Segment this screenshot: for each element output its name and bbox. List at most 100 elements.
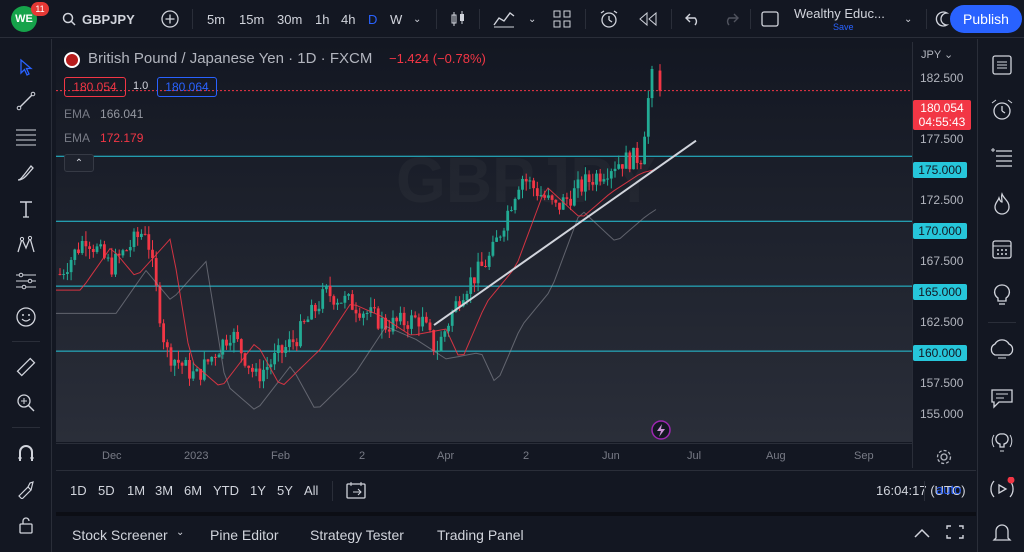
candle-body bbox=[524, 178, 528, 182]
chevron-up-icon[interactable] bbox=[914, 525, 930, 541]
range-1y[interactable]: 1Y bbox=[250, 483, 266, 498]
currency-selector[interactable]: JPY ⌄ bbox=[921, 48, 953, 61]
range-all[interactable]: All bbox=[304, 483, 319, 498]
buy-button[interactable]: 180.064 bbox=[157, 77, 217, 97]
alert-button[interactable] bbox=[599, 0, 619, 38]
ema-legend-slow[interactable]: EMA 166.041 bbox=[64, 107, 143, 121]
divider bbox=[12, 341, 40, 342]
magnet-tool[interactable] bbox=[12, 439, 40, 467]
stay-in-drawing-tool[interactable] bbox=[12, 475, 40, 503]
tab-trading-panel[interactable]: Trading Panel bbox=[437, 527, 524, 543]
chevron-down-icon[interactable]: ⌄ bbox=[176, 527, 185, 538]
calendar-button[interactable] bbox=[988, 235, 1016, 263]
cursor-tool[interactable] bbox=[12, 53, 40, 81]
timezone-clock[interactable]: 16:04:17 (UTC) bbox=[876, 483, 966, 498]
layout-dropdown[interactable]: ⌄ bbox=[904, 0, 912, 38]
range-5y[interactable]: 5Y bbox=[277, 483, 293, 498]
chats-icon bbox=[990, 339, 1014, 359]
layout-name[interactable]: Wealthy Educ... bbox=[794, 6, 885, 21]
date-range-icon[interactable] bbox=[346, 481, 366, 499]
candle-body bbox=[447, 325, 450, 332]
level-tag[interactable]: 175.000 bbox=[913, 162, 967, 178]
replay-button[interactable] bbox=[638, 0, 658, 38]
layout-save-status[interactable]: Save bbox=[833, 22, 854, 32]
measure-tool[interactable] bbox=[12, 353, 40, 381]
candle-body bbox=[569, 198, 572, 206]
pattern-tool[interactable] bbox=[12, 231, 40, 259]
publish-button[interactable]: Publish bbox=[950, 5, 1022, 33]
broadcast-button[interactable] bbox=[988, 475, 1016, 503]
ideas-button[interactable] bbox=[988, 281, 1016, 309]
data-window-button[interactable] bbox=[988, 143, 1016, 171]
prediction-tool[interactable] bbox=[12, 267, 40, 295]
notifications-button[interactable] bbox=[988, 519, 1016, 547]
watchlist-button[interactable] bbox=[988, 51, 1016, 79]
alerts-button[interactable] bbox=[988, 96, 1016, 124]
maximize-panel-icon[interactable] bbox=[946, 524, 964, 543]
range-1m[interactable]: 1M bbox=[127, 483, 146, 498]
text-tool[interactable] bbox=[12, 195, 40, 223]
candle-body bbox=[143, 233, 147, 235]
tab-stock-screener[interactable]: Stock Screener bbox=[72, 527, 168, 543]
interval-dropdown[interactable]: ⌄ bbox=[413, 0, 421, 38]
candle-body bbox=[117, 253, 121, 256]
candle-body bbox=[69, 259, 73, 273]
lock-all-drawings[interactable] bbox=[12, 511, 40, 539]
range-6m[interactable]: 6M bbox=[184, 483, 203, 498]
interval-d[interactable]: D bbox=[368, 11, 378, 27]
zoom-tool[interactable] bbox=[12, 389, 40, 417]
level-tag[interactable]: 165.000 bbox=[913, 284, 967, 300]
interval-5m[interactable]: 5m bbox=[207, 11, 226, 27]
fib-tool[interactable] bbox=[12, 123, 40, 151]
candle-body bbox=[465, 293, 469, 301]
layout-button[interactable] bbox=[553, 0, 571, 38]
sell-button[interactable]: 180.054 bbox=[64, 77, 126, 97]
indicators-dropdown[interactable]: ⌄ bbox=[528, 0, 536, 38]
streams-button[interactable] bbox=[988, 429, 1016, 457]
candle-body bbox=[313, 304, 317, 312]
auto-scale-toggle[interactable]: auto bbox=[936, 482, 962, 497]
price-chart[interactable]: GBPJPY bbox=[56, 42, 912, 442]
ema-legend-fast[interactable]: EMA 172.179 bbox=[64, 131, 143, 145]
messages-button[interactable] bbox=[988, 384, 1016, 412]
gear-icon[interactable] bbox=[935, 448, 953, 466]
time-axis[interactable] bbox=[56, 443, 912, 469]
level-tag[interactable]: 170.000 bbox=[913, 223, 967, 239]
candle-body bbox=[406, 325, 410, 329]
interval-4h[interactable]: 4h bbox=[341, 11, 356, 27]
interval-15m[interactable]: 15m bbox=[239, 11, 265, 27]
chart-legend-title[interactable]: British Pound / Japanese Yen · 1D · FXCM bbox=[88, 50, 373, 67]
level-tag[interactable]: 160.000 bbox=[913, 345, 967, 361]
chart-type-button[interactable] bbox=[449, 0, 467, 38]
brush-tool[interactable] bbox=[12, 159, 40, 187]
hotlist-button[interactable] bbox=[988, 190, 1016, 218]
price-axis[interactable] bbox=[912, 42, 976, 468]
drawn-trendline bbox=[433, 139, 697, 326]
redo-button[interactable] bbox=[723, 0, 739, 38]
chats-button[interactable] bbox=[988, 336, 1016, 364]
tab-pine-editor[interactable]: Pine Editor bbox=[210, 527, 279, 543]
interval-w[interactable]: W bbox=[390, 11, 403, 27]
candle-body bbox=[110, 257, 114, 275]
trendline-tool[interactable] bbox=[12, 87, 40, 115]
divider bbox=[479, 9, 480, 29]
symbol-search-button[interactable]: GBPJPY bbox=[62, 0, 135, 38]
divider bbox=[436, 9, 437, 29]
interval-1h[interactable]: 1h bbox=[315, 11, 330, 27]
interval-30m[interactable]: 30m bbox=[277, 11, 303, 27]
candle-body bbox=[147, 234, 151, 250]
fullscreen-button[interactable] bbox=[761, 0, 779, 38]
tab-strategy-tester[interactable]: Strategy Tester bbox=[310, 527, 404, 543]
range-ytd[interactable]: YTD bbox=[213, 483, 239, 498]
candle-body bbox=[417, 317, 421, 327]
undo-button[interactable] bbox=[685, 0, 701, 38]
collapse-legend-button[interactable]: ⌃ bbox=[64, 154, 94, 172]
range-3m[interactable]: 3M bbox=[155, 483, 174, 498]
emoji-tool[interactable] bbox=[12, 303, 40, 331]
compare-button[interactable] bbox=[160, 0, 180, 38]
theme-toggle[interactable] bbox=[935, 0, 949, 38]
candle-body bbox=[169, 347, 173, 366]
range-5d[interactable]: 5D bbox=[98, 483, 115, 498]
indicators-button[interactable] bbox=[493, 0, 515, 38]
range-1d[interactable]: 1D bbox=[70, 483, 87, 498]
